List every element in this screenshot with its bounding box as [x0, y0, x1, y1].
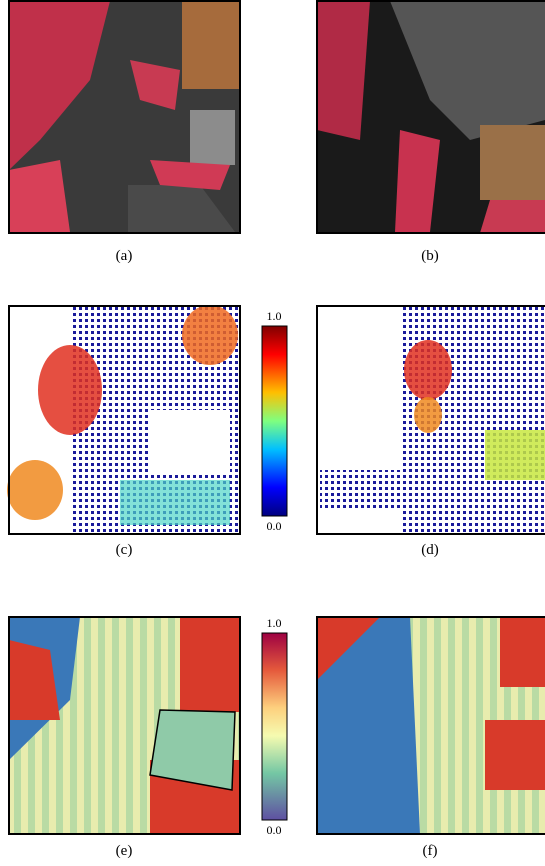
caption: (f): [423, 843, 438, 859]
caption: (e): [116, 843, 133, 859]
scatter-map-d: [317, 306, 545, 534]
colorbar-spectral: 1.0 0.0: [262, 616, 287, 837]
figure: 1.0 0.0 1.0 0.0 (a) (b) (c) (d) (e) (f): [0, 0, 545, 866]
heatmap-f: [317, 617, 545, 834]
scatter-map-c: [7, 305, 240, 534]
caption: (a): [116, 248, 133, 264]
colorbar-min: 0.0: [267, 823, 282, 837]
colorbar-max: 1.0: [267, 616, 282, 630]
caption: (d): [421, 542, 439, 558]
colorbar-jet: 1.0 0.0: [262, 309, 287, 533]
caption: (c): [116, 542, 133, 558]
aerial-image-b: [317, 1, 545, 233]
caption: (b): [421, 248, 439, 264]
heatmap-e: [9, 617, 240, 834]
colorbar-min: 0.0: [267, 519, 282, 533]
aerial-image-a: [9, 1, 240, 233]
colorbar-max: 1.0: [267, 309, 282, 323]
